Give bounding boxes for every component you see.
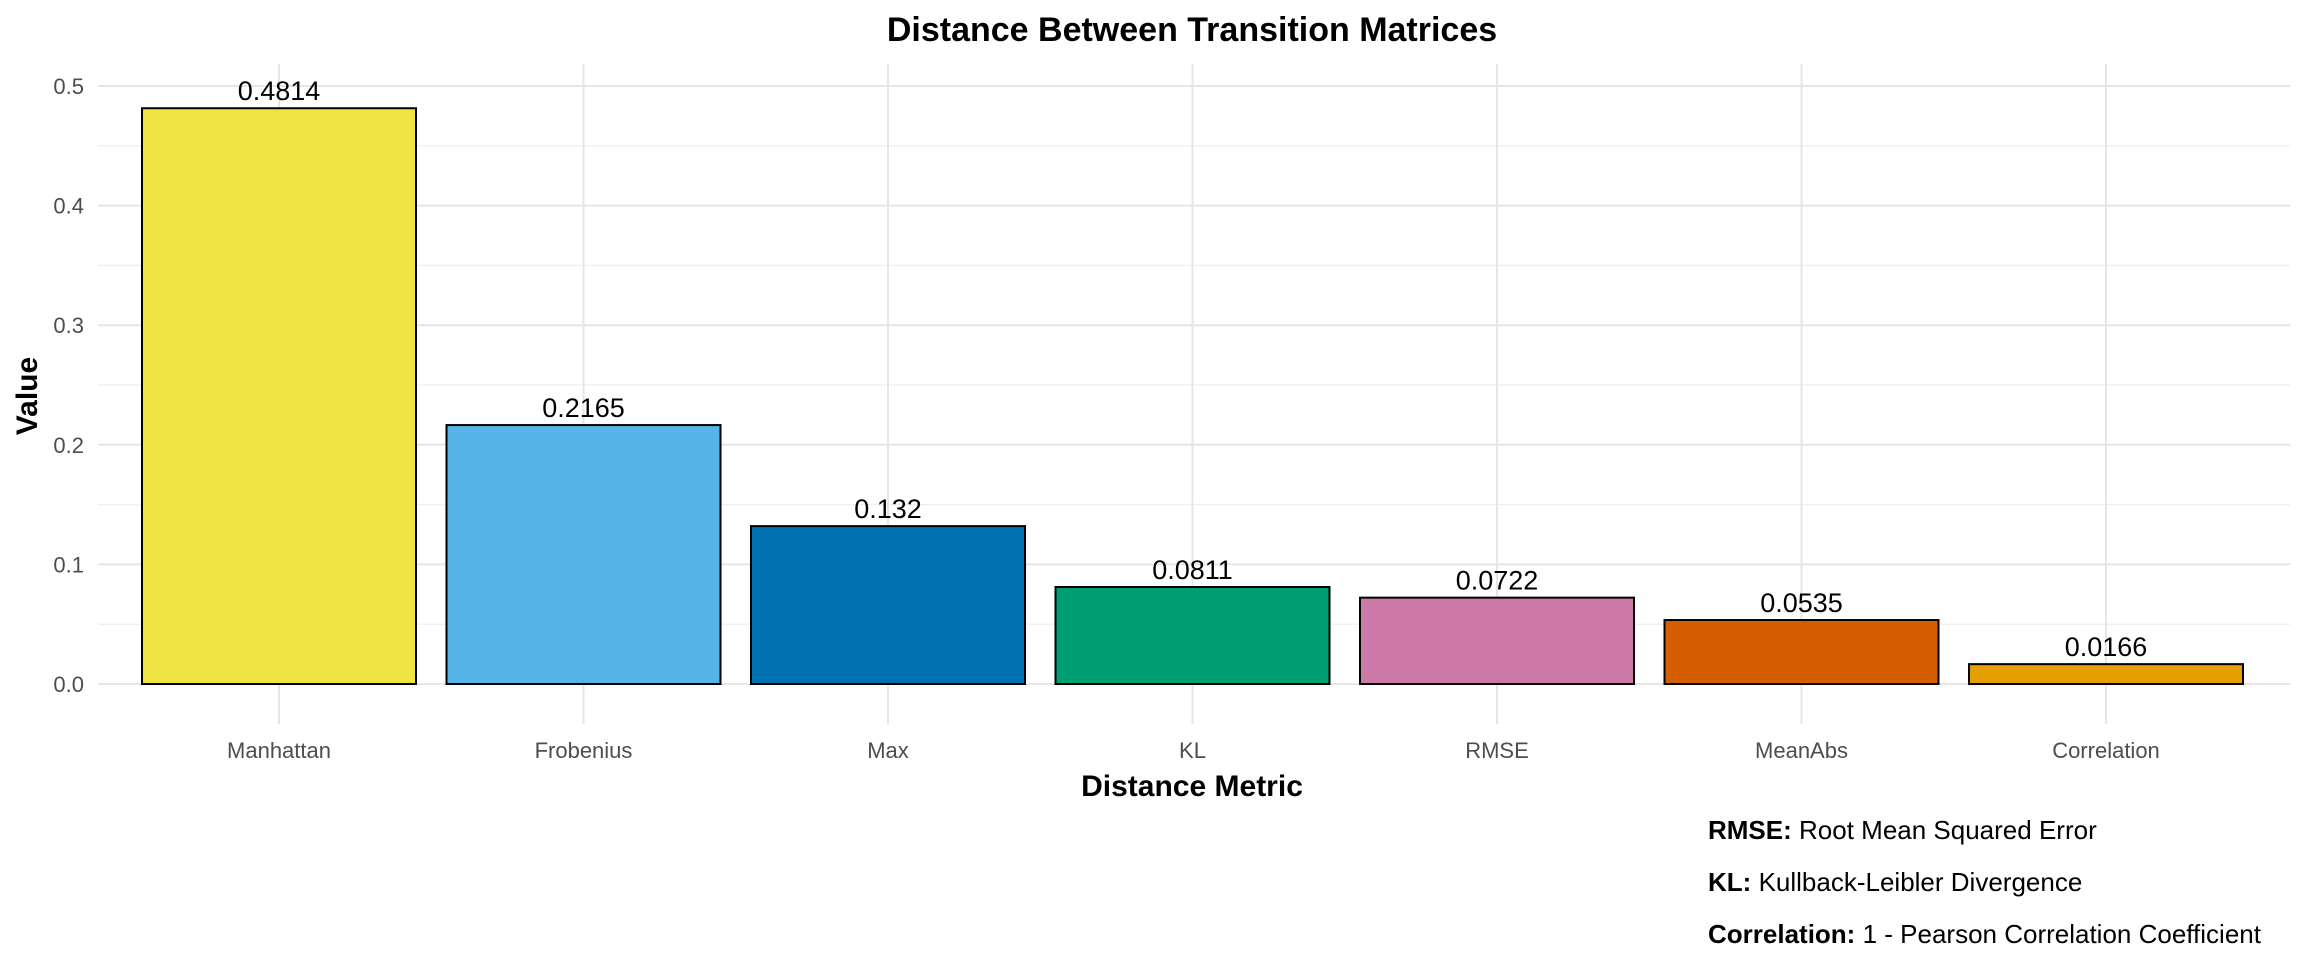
value-label: 0.0811: [1152, 555, 1233, 585]
note-definition: Kullback-Leibler Divergence: [1758, 867, 2083, 897]
bar-rmse: [1359, 596, 1635, 685]
bar-correlation: [1968, 663, 2244, 686]
x-tick-label: KL: [1179, 738, 1206, 763]
x-tick-label: MeanAbs: [1755, 738, 1848, 763]
bar-max: [750, 525, 1026, 685]
note-definition: Root Mean Squared Error: [1799, 815, 2097, 845]
y-tick-label: 0.5: [53, 74, 84, 99]
note-term: KL:: [1708, 867, 1752, 897]
value-label: 0.0166: [2065, 632, 2148, 662]
y-axis-title: Value: [11, 357, 44, 435]
x-tick-label: Correlation: [2052, 738, 2160, 763]
y-tick-label: 0.2: [53, 433, 84, 458]
bar-manhattan: [141, 107, 417, 685]
x-tick-label: Manhattan: [227, 738, 331, 763]
note-correlation: Correlation: 1 - Pearson Correlation Coe…: [1708, 908, 2261, 960]
y-tick-label: 0.4: [53, 194, 84, 219]
bar-frobenius: [445, 424, 722, 685]
note-term: RMSE:: [1708, 815, 1792, 845]
value-label: 0.2165: [542, 393, 625, 423]
y-tick-label: 0.3: [53, 313, 84, 338]
y-tick-label: 0.1: [53, 552, 84, 577]
value-label: 0.0535: [1760, 588, 1843, 618]
y-axis-ticks: 0.0 0.1 0.2 0.3 0.4 0.5: [53, 74, 84, 697]
bar-kl: [1054, 586, 1331, 685]
note-definition: 1 - Pearson Correlation Coefficient: [1862, 919, 2261, 949]
abbreviation-notes: RMSE: Root Mean Squared Error KL: Kullba…: [1708, 804, 2261, 960]
y-tick-label: 0.0: [53, 672, 84, 697]
note-term: Correlation:: [1708, 919, 1856, 949]
x-axis-title: Distance Metric: [1081, 770, 1303, 803]
note-rmse: RMSE: Root Mean Squared Error: [1708, 804, 2261, 856]
bar-meanabs: [1663, 619, 1940, 685]
chart-title: Distance Between Transition Matrices: [887, 11, 1497, 49]
value-label: 0.4814: [238, 76, 321, 106]
x-tick-label: RMSE: [1465, 738, 1529, 763]
value-label: 0.0722: [1456, 566, 1539, 596]
value-labels: 0.4814 0.2165 0.132 0.0811 0.0722 0.0535 0.016…: [238, 76, 2148, 662]
value-label: 0.132: [854, 494, 922, 524]
x-tick-label: Frobenius: [535, 738, 633, 763]
bars: [141, 107, 2244, 686]
x-tick-label: Max: [867, 738, 909, 763]
x-axis-ticks: Manhattan Frobenius Max KL RMSE MeanAbs Correl…: [227, 738, 2160, 763]
note-kl: KL: Kullback-Leibler Divergence: [1708, 856, 2261, 908]
